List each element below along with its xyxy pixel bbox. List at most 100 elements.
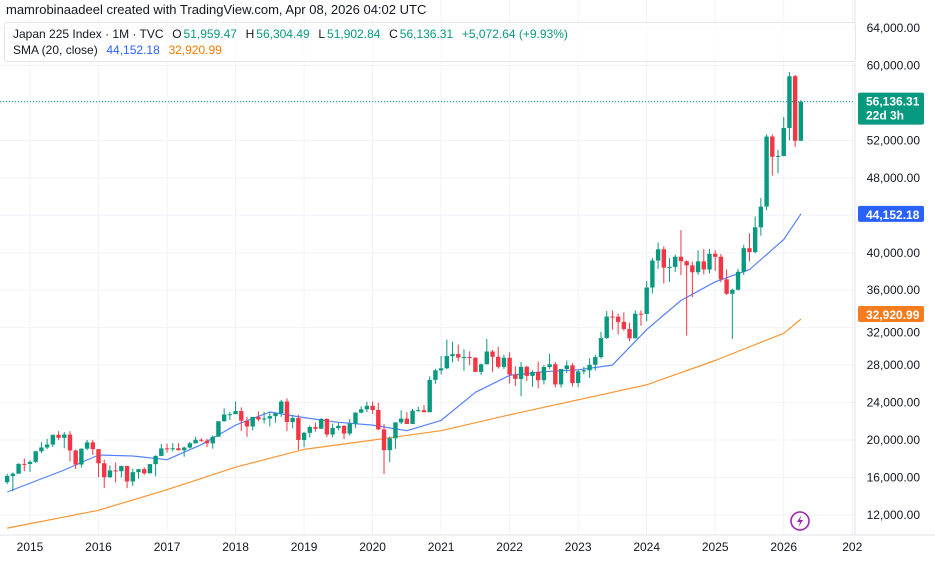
candle-body xyxy=(416,410,421,412)
candle xyxy=(684,260,689,336)
candle-body xyxy=(718,256,724,280)
candle xyxy=(256,411,261,422)
candle xyxy=(792,74,798,147)
candle-body xyxy=(438,368,444,371)
open-label: O xyxy=(172,27,182,41)
time-axis[interactable]: 2015 2016 2017 2018 2019 2020 2021 2022 2023 2024… xyxy=(17,540,863,554)
candle-body xyxy=(650,260,655,288)
candle-body xyxy=(444,356,450,369)
candle-body xyxy=(570,365,575,384)
x-tick-label: 2025 xyxy=(702,540,729,554)
candle xyxy=(410,408,415,425)
sma-orange-tag: 32,920.99 xyxy=(858,306,924,323)
candle-body xyxy=(735,271,741,290)
sma-blue-tag-text: 44,152.18 xyxy=(866,208,920,222)
candle xyxy=(250,416,255,431)
x-tick-label: 2018 xyxy=(222,540,249,554)
candle-body xyxy=(239,411,244,421)
high-value: 56,304.49 xyxy=(256,27,310,41)
candle xyxy=(610,310,615,330)
candle-body xyxy=(181,447,187,451)
candle-body xyxy=(593,357,598,365)
candle xyxy=(787,72,792,141)
candle-body xyxy=(244,420,250,427)
candle xyxy=(701,249,706,275)
candle xyxy=(621,312,627,331)
candle-body xyxy=(44,444,50,448)
candle xyxy=(381,423,387,475)
candle xyxy=(558,368,564,388)
candle xyxy=(44,438,50,450)
candle xyxy=(587,358,592,378)
candle xyxy=(199,438,204,442)
candle xyxy=(444,339,450,370)
candle xyxy=(484,338,489,365)
candle xyxy=(661,246,667,284)
candle-body xyxy=(210,436,215,444)
candle xyxy=(279,399,284,418)
candle xyxy=(713,250,718,272)
candle-body xyxy=(336,425,341,429)
candle xyxy=(56,431,61,441)
x-tick-label: 2021 xyxy=(428,540,455,554)
candle-body xyxy=(638,313,644,315)
candle-body xyxy=(273,413,278,417)
candle xyxy=(707,249,712,274)
candle-body xyxy=(301,432,307,440)
y-tick-label: 52,000.00 xyxy=(867,133,921,147)
candle xyxy=(79,448,84,468)
candle xyxy=(650,258,655,294)
candle-body xyxy=(598,338,604,358)
candle xyxy=(370,401,375,415)
candle xyxy=(747,233,752,262)
candle xyxy=(758,197,764,236)
candle-body xyxy=(792,76,798,141)
price-axis[interactable]: 64,000.00 60,000.00 52,000.00 48,000.00 40,0… xyxy=(867,21,921,522)
sma-orange-tag-bg xyxy=(858,306,924,323)
candle xyxy=(535,361,541,389)
candle xyxy=(142,467,147,475)
candle xyxy=(752,216,758,254)
candle-body xyxy=(381,429,387,451)
sma-legend-row[interactable]: SMA (20, close) 44,152.18 32,920.99 xyxy=(13,43,224,57)
y-tick-label: 16,000.00 xyxy=(867,471,921,485)
candle-body xyxy=(701,261,706,270)
candle-body xyxy=(678,256,684,262)
candle-body xyxy=(193,439,198,444)
candle xyxy=(393,422,398,449)
candle-body xyxy=(730,289,735,294)
candle-body xyxy=(496,356,501,367)
candle xyxy=(478,363,484,375)
candle-body xyxy=(541,367,547,381)
candle-body xyxy=(376,409,381,430)
candle xyxy=(353,412,358,429)
candle-body xyxy=(604,316,609,339)
candle xyxy=(598,331,604,359)
lightning-icon[interactable] xyxy=(790,511,810,531)
candle xyxy=(67,431,73,462)
candle xyxy=(507,352,512,384)
sma-blue-line xyxy=(6,213,802,493)
candle-body xyxy=(199,439,204,441)
candle-body xyxy=(684,261,689,266)
candle-body xyxy=(84,442,90,449)
last-price-tag-bg xyxy=(858,92,924,125)
candle-body xyxy=(364,405,370,410)
candle-body xyxy=(256,416,261,420)
candle-body xyxy=(124,466,130,482)
candle-body xyxy=(553,364,558,385)
candle-body xyxy=(398,418,404,423)
candle-body xyxy=(67,434,73,451)
candle-body xyxy=(96,449,101,464)
candle-body xyxy=(27,461,33,464)
candle-body xyxy=(227,414,233,416)
candle-body xyxy=(170,448,175,450)
candle-body xyxy=(204,440,210,444)
candle-body xyxy=(164,448,170,450)
candle-body xyxy=(547,364,552,368)
candle xyxy=(358,406,364,414)
